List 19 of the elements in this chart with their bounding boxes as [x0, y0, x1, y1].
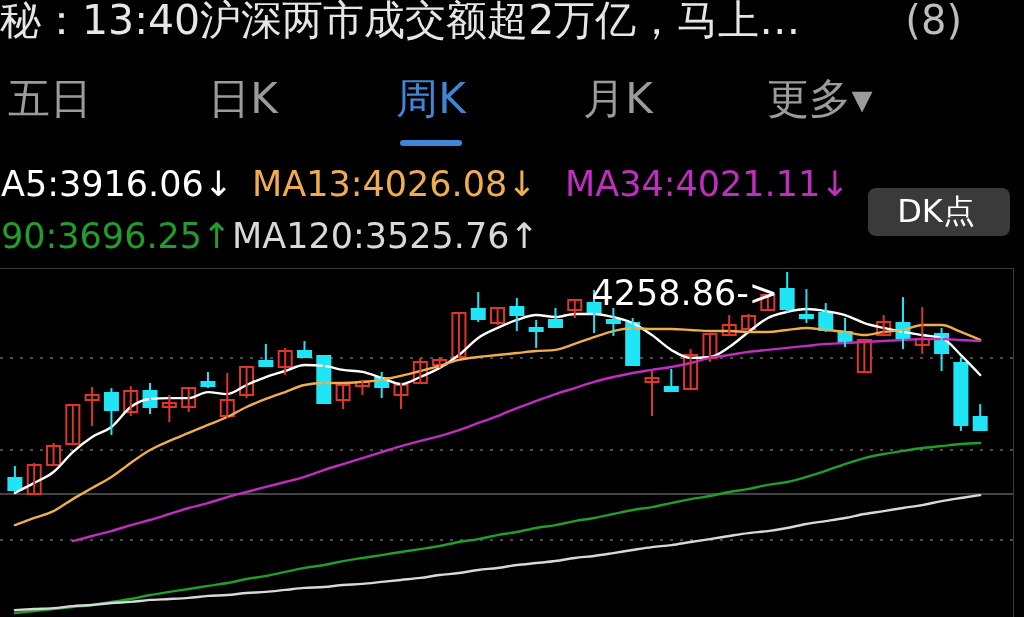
candlestick: [644, 370, 660, 418]
text: MA34:4021.11↓: [565, 164, 850, 204]
text: 周K: [396, 74, 468, 123]
candlestick: [296, 340, 312, 359]
text: 90:3696.25↑: [1, 216, 232, 256]
candlestick: [663, 368, 679, 394]
candlestick: [161, 393, 177, 424]
text: A5:3916.06↓: [1, 164, 234, 204]
text: (8): [905, 0, 962, 43]
text: DK点: [897, 192, 975, 230]
candlestick: [258, 342, 274, 369]
text: MA13:4026.08↓: [252, 164, 537, 204]
candlestick: [798, 288, 814, 325]
text: 五日: [8, 74, 92, 123]
text: 日K: [208, 74, 280, 123]
text: MA120:3525.76↑: [232, 216, 539, 256]
text: 更多▾: [767, 74, 873, 123]
text: 月K: [583, 74, 655, 123]
annotation: 4258.86->: [591, 272, 779, 313]
